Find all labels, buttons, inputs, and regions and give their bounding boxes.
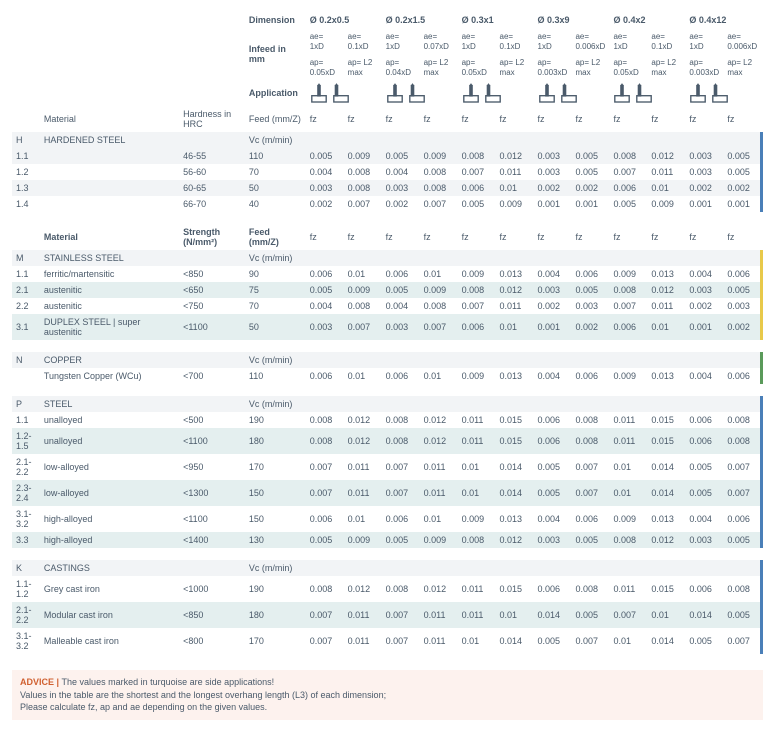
advice-l3: Please calculate fz, ap and ae depending… xyxy=(20,702,267,712)
cutting-data-table: Dimension Ø 0.2x0.5 Ø 0.2x1.5 Ø 0.3x1 Ø … xyxy=(12,12,763,666)
hdr-hardness: Hardness in HRC xyxy=(179,106,245,132)
hdr-application: Application xyxy=(245,80,306,106)
hdr-infeed: Infeed in mm xyxy=(245,28,306,80)
dim-1: Ø 0.2x1.5 xyxy=(382,12,458,28)
table-header: Dimension Ø 0.2x0.5 Ø 0.2x1.5 Ø 0.3x1 Ø … xyxy=(12,12,762,132)
advice-box: ADVICE | The values marked in turquoise … xyxy=(12,670,763,720)
dim-3: Ø 0.3x9 xyxy=(534,12,610,28)
dim-4: Ø 0.4x2 xyxy=(609,12,685,28)
hdr-dimension: Dimension xyxy=(245,12,306,28)
dim-2: Ø 0.3x1 xyxy=(458,12,534,28)
hdr-feed: Feed (mm/Z) xyxy=(245,106,306,132)
hdr-material: Material xyxy=(40,106,179,132)
table-body: HHARDENED STEELVc (m/min)1.146-551100.00… xyxy=(12,132,762,666)
dim-0: Ø 0.2x0.5 xyxy=(306,12,382,28)
advice-l2: Values in the table are the shortest and… xyxy=(20,690,386,700)
dim-5: Ø 0.4x12 xyxy=(685,12,761,28)
advice-l1: The values marked in turquoise are side … xyxy=(62,677,275,687)
advice-label: ADVICE xyxy=(20,677,54,687)
